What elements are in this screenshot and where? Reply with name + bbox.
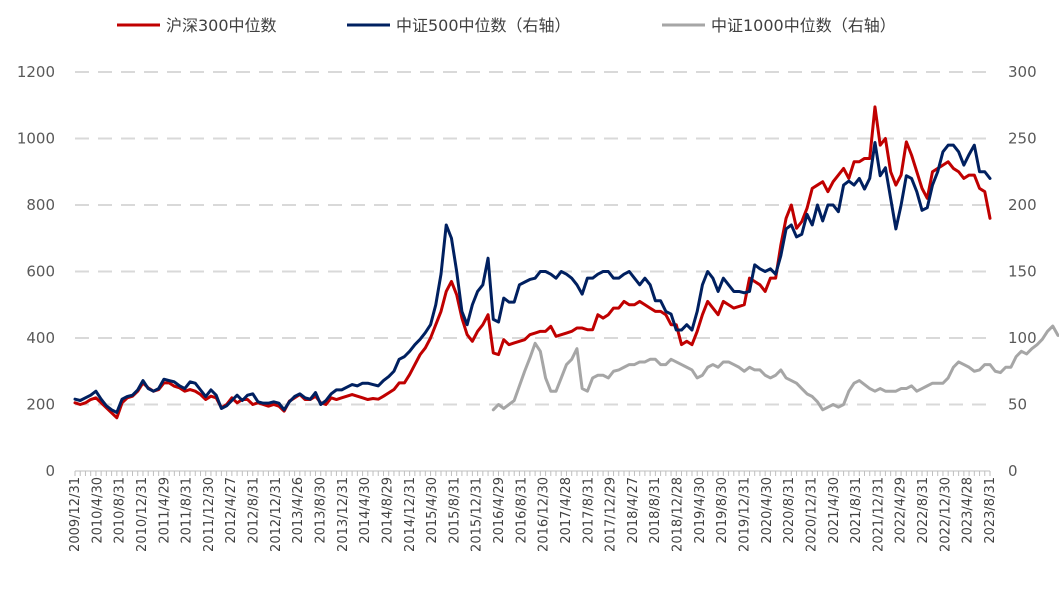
x-tick-label: 2023/8/31 [983,477,998,544]
series-line-0 [73,105,992,420]
y-right-tick-label: 100 [1008,329,1037,347]
x-tick-label: 2017/8/31 [581,477,596,544]
x-tick-label: 2019/8/30 [715,477,730,544]
x-tick-label: 2020/4/30 [760,477,775,544]
legend-label-zz500: 中证500中位数（右轴） [396,16,571,35]
x-tick-label: 2012/12/31 [269,477,284,552]
y-left-tick-label: 1000 [17,130,55,148]
y-left-tick-label: 0 [45,462,55,480]
legend-label-zz1000: 中证1000中位数（右轴） [711,16,896,35]
x-tick-label: 2022/12/30 [938,477,953,552]
x-tick-label: 2016/4/29 [492,477,507,544]
y-left-tick-label: 800 [26,196,55,214]
series-line-2 [491,324,1059,412]
y-right-tick-label: 150 [1008,263,1037,281]
y-left-tick-label: 400 [26,329,55,347]
x-tick-label: 2016/12/30 [537,477,552,552]
x-tick-label: 2014/4/30 [358,477,373,544]
legend-label-hs300: 沪深300中位数 [166,16,277,35]
x-tick-label: 2020/8/31 [782,477,797,544]
axes: 0 200 400 600 800 1000 1200 0 50 100 150 200 250 300 2… [17,63,1037,552]
y-left-tick-label: 600 [26,263,55,281]
x-tick-label: 2015/12/31 [470,477,485,552]
y-right-tick-label: 50 [1008,396,1027,414]
x-tick-label: 2011/4/29 [157,477,172,544]
x-tick-label: 2018/8/31 [648,477,663,544]
series-line-1 [73,140,992,414]
x-tick-label: 2021/12/31 [871,477,886,552]
x-tick-label: 2014/8/29 [380,477,395,544]
y-right-tick-label: 250 [1008,130,1037,148]
x-tick-label: 2022/8/31 [916,477,931,544]
x-tick-label: 2017/4/28 [559,477,574,544]
series-lines [73,105,1059,420]
x-tick-label: 2019/12/31 [738,477,753,552]
x-tick-label: 2013/8/30 [313,477,328,544]
gridlines [75,71,990,406]
x-tick-label: 2013/12/31 [336,477,351,552]
x-tick-label: 2014/12/31 [403,477,418,552]
x-tick-label: 2010/8/31 [113,477,128,544]
x-tick-label: 2012/8/31 [247,477,262,544]
x-tick-label: 2021/4/30 [827,477,842,544]
x-tick-label: 2021/8/31 [849,477,864,544]
x-tick-label: 2012/4/27 [224,477,239,544]
x-tick-label: 2019/4/30 [693,477,708,544]
x-tick-label: 2011/8/31 [180,477,195,544]
x-tick-label: 2018/12/28 [671,477,686,552]
x-tick-label: 2023/4/28 [961,477,976,544]
x-tick-label: 2015/4/30 [425,477,440,544]
x-tick-label: 2009/12/31 [68,477,83,552]
y-right-tick-label: 200 [1008,196,1037,214]
x-tick-label: 2022/4/29 [894,477,909,544]
x-tick-label: 2017/12/29 [604,477,619,552]
x-tick-label: 2010/4/30 [90,477,105,544]
x-tick-label: 2016/8/31 [514,477,529,544]
legend: 沪深300中位数 中证500中位数（右轴） 中证1000中位数（右轴） [117,16,896,35]
x-tick-label: 2018/4/27 [626,477,641,544]
x-tick-label: 2015/8/31 [447,477,462,544]
y-right-tick-label: 300 [1008,63,1037,81]
y-left-tick-label: 1200 [17,63,55,81]
x-tick-label: 2020/12/31 [804,477,819,552]
x-tick-label: 2010/12/31 [135,477,150,552]
x-tick-label: 2013/4/26 [291,477,306,544]
y-left-tick-label: 200 [26,396,55,414]
x-tick-label: 2011/12/30 [202,477,217,552]
y-right-tick-label: 0 [1008,462,1018,480]
